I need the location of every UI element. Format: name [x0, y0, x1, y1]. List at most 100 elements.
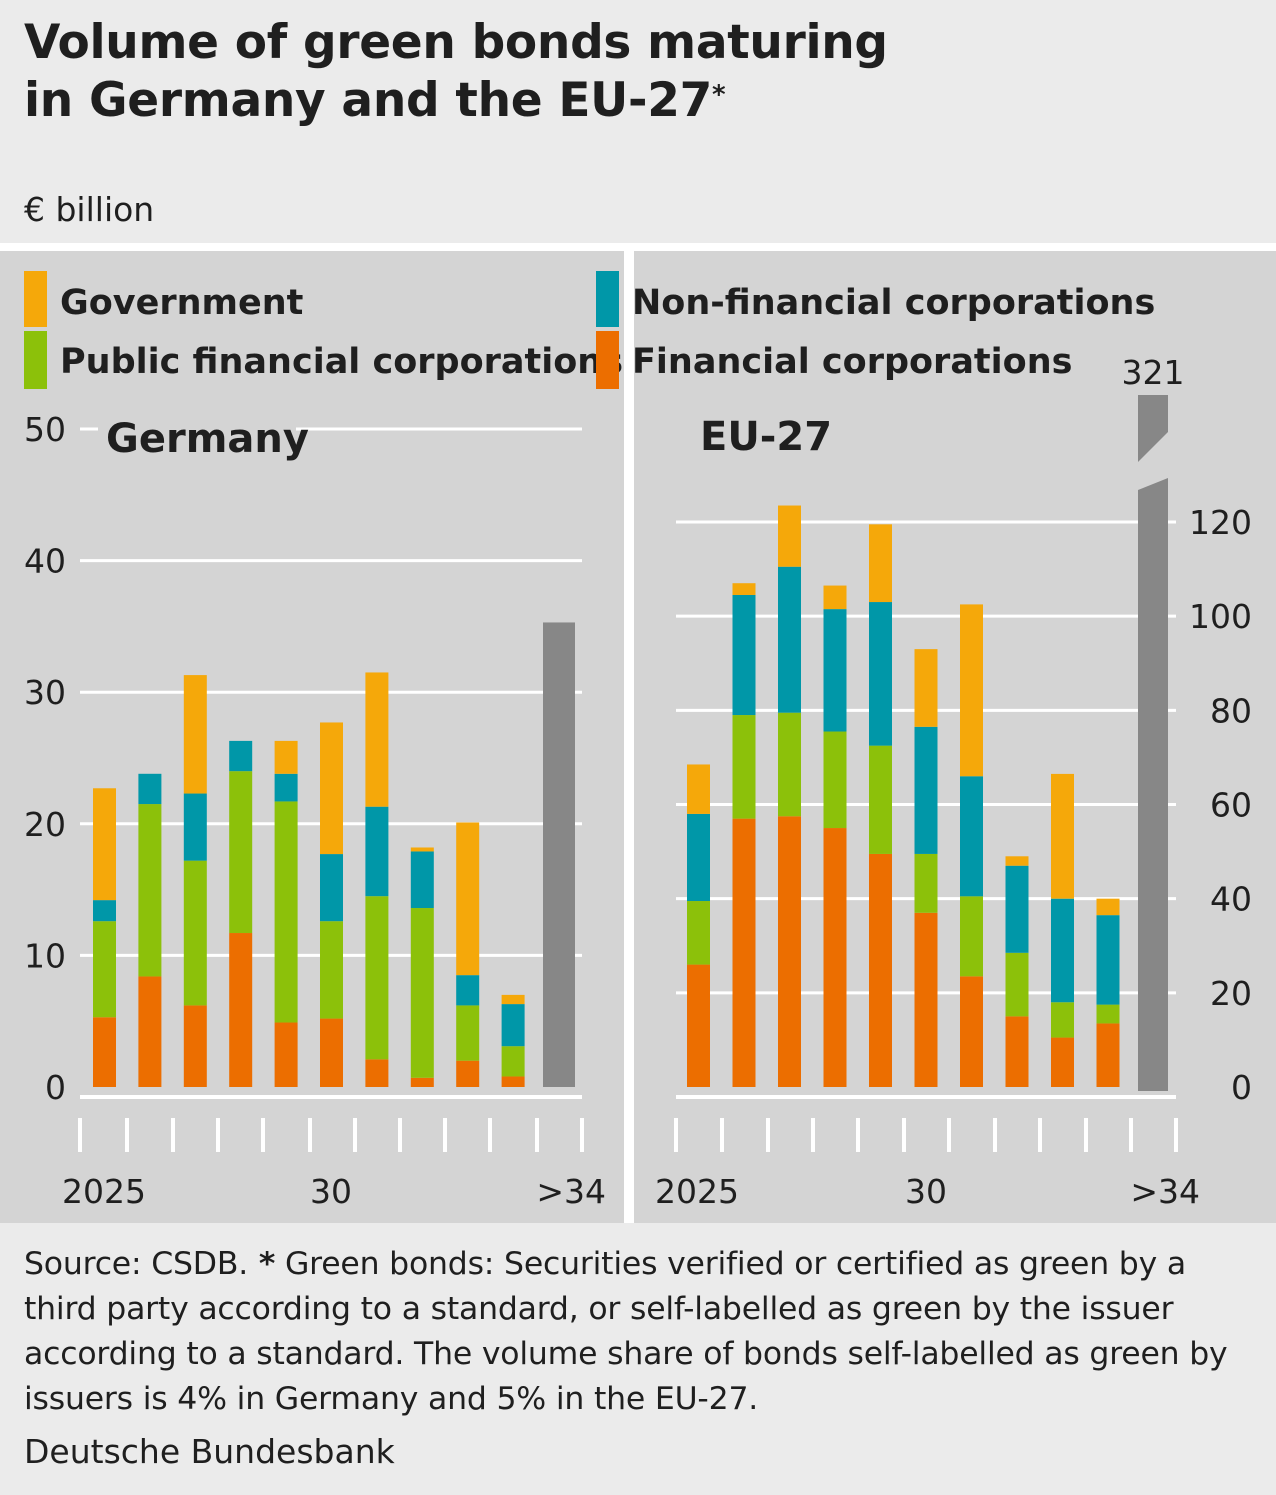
- bar-segment-non-financial: [365, 806, 389, 897]
- footnote: Source: CSDB. * Green bonds: Securities …: [24, 1242, 1256, 1422]
- bar-segment-public-financial: [960, 896, 983, 977]
- footnote-text: Green bonds: Securities verified or cert…: [24, 1246, 1228, 1417]
- bar-segment-non-financial: [1096, 915, 1120, 1005]
- footnote-marker: *: [712, 80, 726, 110]
- bar-segment-government: [1051, 773, 1074, 899]
- y-tick-label: 60: [1210, 786, 1252, 825]
- bar-segment-non-financial: [869, 602, 892, 746]
- bar-aggregate-lower: [1138, 478, 1168, 1091]
- panel-eu-27: 0 20 40 60 80 100 120 EU-27 321 2025 30 >34: [655, 353, 1252, 1211]
- x-tick-label: 30: [310, 1172, 352, 1211]
- bar-segment-public-financial: [410, 908, 434, 1078]
- bar-segment-non-financial: [1051, 898, 1074, 1003]
- y-tick-label: 40: [1210, 880, 1252, 919]
- bar-segment-non-financial: [456, 975, 480, 1006]
- bar-segment-non-financial: [823, 609, 847, 732]
- bar-aggregate-upper: [1138, 395, 1168, 462]
- bar-segment-non-financial: [1005, 865, 1029, 953]
- x-tick-label: 2025: [62, 1172, 146, 1211]
- bar-segment-financial: [365, 1059, 389, 1087]
- bar-segment-public-financial: [869, 745, 892, 854]
- bar-segment-public-financial: [1096, 1004, 1120, 1024]
- top-separator: [0, 243, 1276, 251]
- source-text: Source: CSDB.: [24, 1246, 249, 1282]
- bar-segment-financial: [320, 1018, 343, 1087]
- bar-segment-non-financial: [687, 813, 710, 902]
- bar-segment-non-financial: [410, 851, 434, 909]
- bar-segment-government: [501, 994, 525, 1005]
- bar-segment-financial: [1051, 1037, 1074, 1087]
- bar-segment-financial: [501, 1076, 525, 1087]
- y-tick-label: 0: [1231, 1068, 1252, 1107]
- panel-title: EU-27: [700, 414, 832, 460]
- panel-title-background: [692, 412, 838, 462]
- bar-segment-financial: [93, 1017, 116, 1087]
- bar-segment-government: [93, 788, 116, 901]
- bar-segment-government: [1096, 898, 1120, 916]
- y-tick-label: 20: [1210, 974, 1252, 1013]
- bar-segment-financial: [274, 1022, 298, 1087]
- bar-segment-public-financial: [93, 921, 116, 1018]
- bar-segment-government: [1005, 856, 1029, 866]
- footnote-asterisk: *: [248, 1246, 276, 1282]
- y-tick-label: 30: [24, 673, 66, 712]
- y-tick-label: 20: [24, 805, 66, 844]
- legend-swatch-financial: [596, 331, 619, 389]
- bar-segment-non-financial: [183, 793, 207, 861]
- bar-segment-government: [687, 764, 710, 814]
- bar-segment-financial: [869, 853, 892, 1087]
- x-tick-label: 30: [905, 1172, 947, 1211]
- unit-label: € billion: [24, 190, 155, 229]
- panel-separator: [624, 243, 634, 1223]
- legend: Government Public financial corporations…: [24, 271, 1155, 389]
- publisher-credit: Deutsche Bundesbank: [24, 1432, 395, 1471]
- bar-segment-government: [869, 524, 892, 603]
- bar-segment-financial: [1005, 1016, 1029, 1087]
- bar-segment-non-financial: [93, 900, 116, 922]
- bar-segment-financial: [1096, 1023, 1120, 1087]
- bar-segment-non-financial: [960, 776, 983, 897]
- bar-segment-financial: [687, 964, 710, 1087]
- y-tick-label: 40: [24, 542, 66, 581]
- bar-segment-public-financial: [501, 1046, 525, 1077]
- bar-aggregate-value-label: 321: [1122, 353, 1185, 392]
- bar-segment-financial: [410, 1077, 434, 1087]
- bar-segment-financial: [960, 976, 983, 1087]
- y-tick-label: 100: [1189, 597, 1252, 636]
- bar-segment-financial: [778, 816, 801, 1087]
- bar-segment-public-financial: [823, 731, 847, 829]
- chart-area: Government Public financial corporations…: [0, 243, 1276, 1223]
- bar-segment-government: [778, 505, 801, 567]
- bar-segment-financial: [914, 912, 938, 1087]
- y-tick-label: 120: [1189, 503, 1252, 542]
- x-tick-label: 2025: [655, 1172, 739, 1211]
- bar-segment-public-financial: [183, 860, 207, 1006]
- legend-swatch-non-financial: [596, 271, 619, 327]
- bar-segment-government: [410, 847, 434, 852]
- panel-title-background: [98, 414, 296, 464]
- y-tick-label: 80: [1210, 691, 1252, 730]
- bar-segment-non-financial: [229, 740, 253, 772]
- bar-segment-government: [183, 675, 207, 794]
- bar-segment-public-financial: [687, 901, 710, 965]
- legend-item-non-financial: Non-financial corporations: [596, 271, 1155, 327]
- bar-segment-public-financial: [456, 1005, 480, 1061]
- bar-segment-non-financial: [138, 773, 162, 805]
- bar-segment-government: [456, 822, 480, 976]
- legend-swatch-government: [24, 271, 47, 327]
- bar-segment-non-financial: [501, 1004, 525, 1047]
- x-tick-label: >34: [1130, 1172, 1200, 1211]
- bar-segment-public-financial: [365, 896, 389, 1060]
- bar-segment-public-financial: [778, 712, 801, 817]
- bar-segment-public-financial: [138, 804, 162, 977]
- panel-germany: 0 10 20 30 40 50 Germany 2025 30 >34: [24, 410, 606, 1211]
- y-tick-label: 50: [24, 410, 66, 449]
- bar-segment-financial: [183, 1005, 207, 1087]
- bar-segment-non-financial: [914, 726, 938, 854]
- bar-segment-non-financial: [320, 854, 343, 922]
- bar-segment-financial: [823, 828, 847, 1087]
- bar-segment-non-financial: [778, 566, 801, 713]
- bar-segment-government: [914, 649, 938, 727]
- legend-label-public-financial: Public financial corporations: [60, 342, 623, 382]
- bar-segment-financial: [138, 976, 162, 1087]
